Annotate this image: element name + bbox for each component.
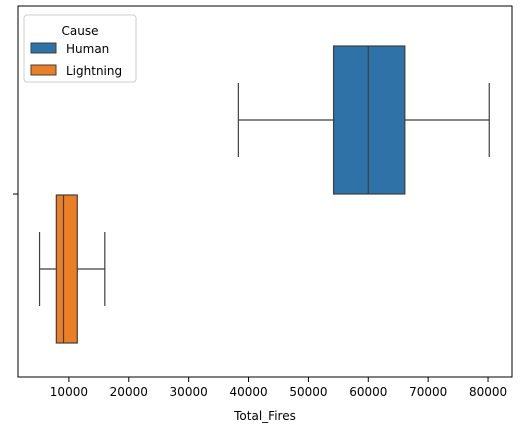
legend-swatch-human (30, 42, 57, 54)
legend: Cause Human Lightning (23, 14, 137, 83)
axes-layer (13, 5, 513, 378)
x-tick-label: 50000 (289, 385, 327, 399)
x-axis-label: Total_Fires (233, 409, 296, 423)
legend-label-lightning: Lightning (66, 64, 122, 78)
box-human (332, 45, 406, 195)
x-tick-label: 70000 (409, 385, 447, 399)
x-tick-label: 30000 (170, 385, 208, 399)
box-lightning (55, 194, 78, 344)
x-tick-label: 80000 (469, 385, 507, 399)
legend-swatch-lightning (30, 64, 57, 76)
boxes-layer (38, 45, 490, 344)
x-tick-label: 10000 (50, 385, 88, 399)
x-tick-label: 20000 (110, 385, 148, 399)
x-tick-label: 60000 (349, 385, 387, 399)
axes-frame (17, 5, 513, 378)
x-ticks-layer: 10000 20000 30000 40000 50000 60000 70000 80000 (50, 377, 507, 399)
x-tick-label: 40000 (229, 385, 267, 399)
legend-title: Cause (62, 24, 99, 38)
legend-label-human: Human (66, 42, 109, 56)
